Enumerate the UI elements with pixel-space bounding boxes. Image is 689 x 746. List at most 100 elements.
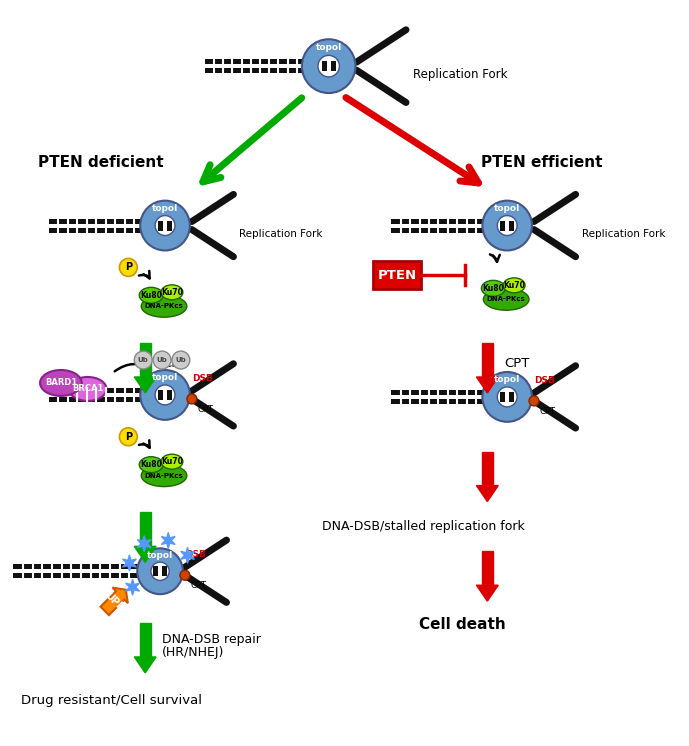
Ellipse shape [503, 278, 525, 292]
Text: Ku70: Ku70 [161, 457, 183, 466]
Circle shape [141, 370, 190, 420]
Circle shape [155, 216, 175, 236]
Bar [167, 390, 172, 400]
Ellipse shape [40, 370, 82, 396]
Circle shape [187, 394, 197, 404]
Text: Ku70: Ku70 [161, 288, 183, 297]
Bar [391, 219, 514, 224]
Text: DNA-DSB/stalled replication fork: DNA-DSB/stalled replication fork [322, 520, 524, 533]
Text: UPP: UPP [103, 590, 125, 612]
Ellipse shape [139, 457, 163, 473]
Text: DNA-DSB repair: DNA-DSB repair [162, 633, 261, 645]
Text: PTEN deficient: PTEN deficient [38, 155, 163, 170]
Polygon shape [161, 533, 175, 548]
Bar [167, 221, 172, 231]
Circle shape [172, 351, 190, 369]
Circle shape [302, 40, 356, 93]
Circle shape [134, 351, 152, 369]
Bar [49, 397, 172, 402]
Circle shape [180, 570, 190, 580]
Bar [140, 513, 151, 546]
Text: DSB: DSB [185, 551, 206, 560]
Text: (HR/NHEJ): (HR/NHEJ) [162, 647, 225, 659]
Text: DSB: DSB [192, 374, 213, 383]
Circle shape [153, 351, 171, 369]
Ellipse shape [139, 287, 163, 304]
Text: CPT: CPT [162, 357, 187, 369]
Bar [158, 390, 163, 400]
Text: P: P [125, 432, 132, 442]
Text: Ub: Ub [138, 357, 149, 363]
Circle shape [482, 201, 532, 251]
Circle shape [529, 396, 539, 406]
Circle shape [151, 562, 169, 580]
Text: Replication Fork: Replication Fork [582, 228, 665, 239]
Text: Replication Fork: Replication Fork [413, 68, 508, 81]
Bar [331, 61, 336, 71]
Circle shape [497, 387, 517, 407]
Text: Ku70: Ku70 [503, 280, 525, 290]
Circle shape [318, 55, 340, 77]
Text: CPT: CPT [540, 407, 556, 416]
Bar [509, 221, 514, 231]
Bar [13, 573, 168, 578]
Text: DNA-PKcs: DNA-PKcs [487, 296, 526, 302]
Text: Ku80: Ku80 [140, 460, 162, 469]
Circle shape [141, 201, 190, 251]
Bar [49, 388, 172, 393]
Polygon shape [134, 546, 156, 562]
Text: P: P [125, 263, 132, 272]
Ellipse shape [482, 280, 505, 296]
Polygon shape [476, 585, 498, 601]
Text: Ku80: Ku80 [482, 283, 504, 293]
Polygon shape [134, 377, 156, 393]
Polygon shape [181, 548, 194, 563]
Ellipse shape [161, 285, 183, 300]
Bar [140, 623, 151, 657]
Bar [482, 551, 493, 585]
Bar [500, 221, 505, 231]
Text: CPT: CPT [191, 581, 207, 590]
Bar [13, 564, 168, 569]
Bar [158, 221, 163, 231]
Bar [140, 343, 151, 377]
Circle shape [497, 216, 517, 236]
Bar [49, 219, 172, 224]
Polygon shape [137, 536, 151, 551]
Text: PTEN: PTEN [378, 269, 417, 282]
Bar [162, 566, 167, 576]
Ellipse shape [161, 454, 183, 469]
Polygon shape [476, 377, 498, 393]
Ellipse shape [69, 377, 107, 401]
Text: Drug resistant/Cell survival: Drug resistant/Cell survival [21, 695, 203, 707]
Text: DSB: DSB [534, 376, 555, 385]
Polygon shape [101, 588, 128, 615]
Ellipse shape [484, 288, 529, 310]
Circle shape [119, 258, 137, 276]
Bar [500, 392, 505, 402]
Text: CPT: CPT [504, 357, 530, 369]
Polygon shape [125, 579, 139, 595]
Ellipse shape [141, 465, 187, 486]
Text: Ub: Ub [156, 357, 167, 363]
Bar [49, 228, 172, 233]
Bar [509, 392, 514, 402]
Text: PTEN efficient: PTEN efficient [481, 155, 603, 170]
Circle shape [482, 372, 532, 421]
Text: DNA-PKcs: DNA-PKcs [145, 304, 183, 310]
Text: topoI: topoI [152, 204, 178, 213]
Ellipse shape [141, 295, 187, 317]
Text: topoI: topoI [152, 374, 178, 383]
Bar [322, 61, 327, 71]
Circle shape [155, 385, 175, 405]
Circle shape [119, 427, 137, 445]
Text: topoI: topoI [494, 375, 520, 384]
Text: DNA-PKcs: DNA-PKcs [145, 473, 183, 479]
Text: BARD1: BARD1 [45, 378, 77, 387]
FancyBboxPatch shape [373, 261, 421, 289]
Text: BRCA1: BRCA1 [72, 384, 103, 393]
Bar [391, 390, 514, 395]
Text: Replication Fork: Replication Fork [239, 228, 323, 239]
Text: Ub: Ub [176, 357, 186, 363]
Bar [482, 452, 493, 486]
